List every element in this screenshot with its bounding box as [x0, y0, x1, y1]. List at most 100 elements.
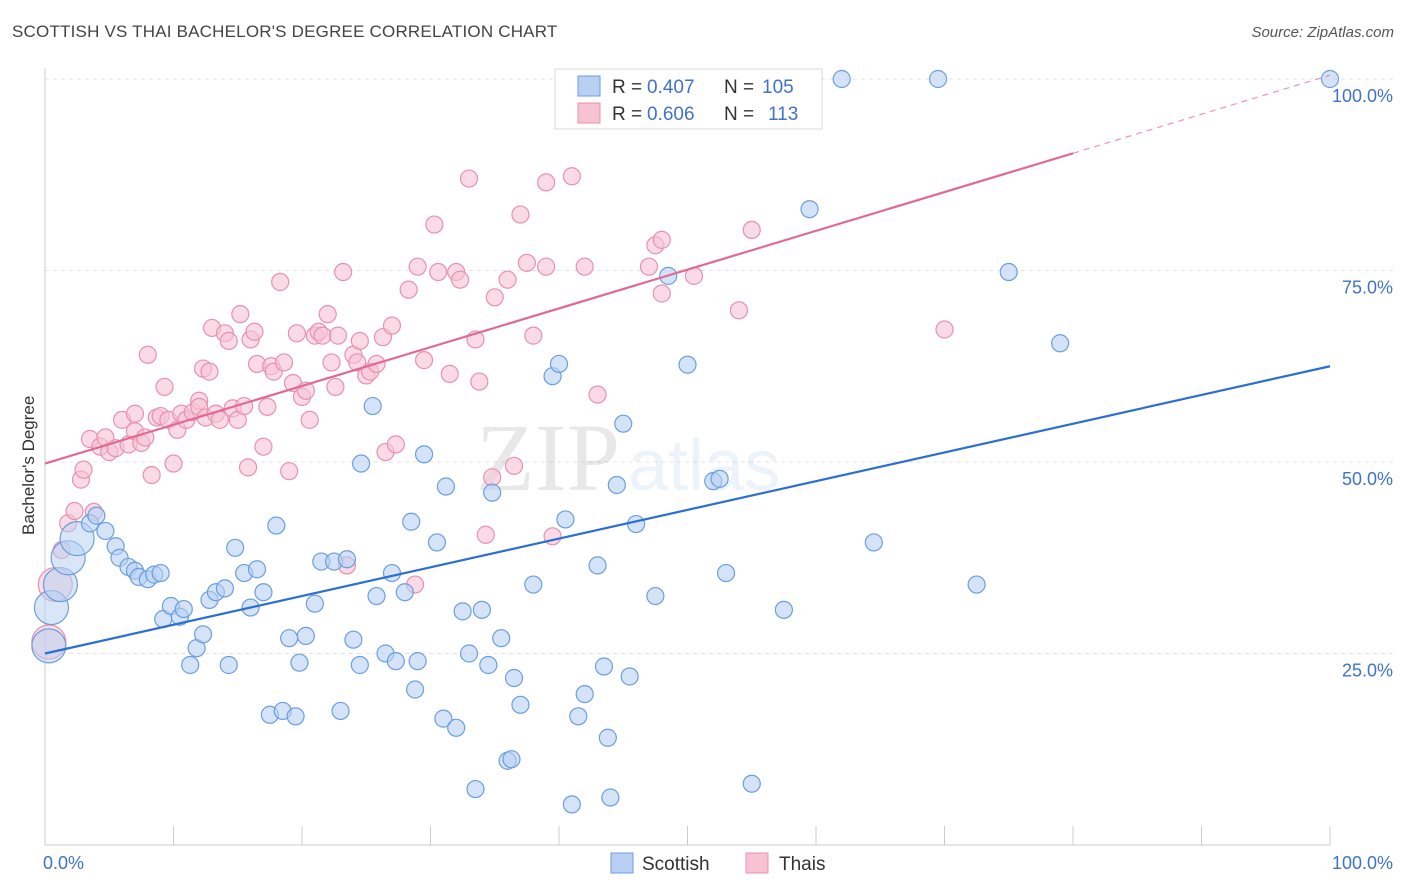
- thais-point-25: [164, 454, 183, 473]
- scottish-point-86: [626, 514, 646, 534]
- legend-swatch-thais: [577, 102, 601, 124]
- scottish-point-101: [1051, 334, 1070, 353]
- thais-point-100: [537, 257, 556, 276]
- scottish-point-66: [483, 483, 502, 502]
- scottish-point-20: [181, 655, 200, 675]
- thais-point-53: [274, 353, 294, 372]
- scottish-point-89: [678, 355, 697, 374]
- legend-swatch-scottish: [577, 75, 601, 97]
- thais-point-52: [271, 272, 290, 292]
- scottish-point-71: [511, 695, 530, 714]
- thais-point-98: [524, 326, 543, 345]
- scottish-point-39: [305, 594, 324, 613]
- thais-trend-extension: [1072, 74, 1331, 154]
- scottish-point-59: [436, 477, 456, 496]
- scottish-point-50: [382, 563, 402, 583]
- thais-point-104: [588, 385, 607, 404]
- thais-point-4: [65, 501, 84, 521]
- legend-box: R = 0.407 N = 105 R = 0.606 N = 113: [554, 68, 823, 130]
- scottish-point-78: [575, 684, 594, 704]
- scottish-point-60: [447, 718, 466, 737]
- scottish-point-42: [331, 701, 350, 721]
- thais-point-103: [575, 257, 594, 276]
- thais-point-78: [386, 435, 405, 454]
- scottish-point-67: [492, 629, 511, 648]
- legend-r-value-thais: 0.606: [647, 104, 695, 125]
- thais-point-20: [142, 465, 161, 485]
- legend-r-label-thais: R =: [612, 104, 642, 125]
- legend-n-value-scottish: 105: [762, 77, 794, 98]
- scottish-point-65: [479, 655, 498, 675]
- thais-point-49: [258, 397, 277, 416]
- scottish-point-35: [280, 629, 299, 648]
- scottish-point-6: [87, 506, 106, 525]
- scottish-point-84: [614, 414, 633, 433]
- scottish-point-27: [226, 538, 245, 557]
- bottom-legend-swatch-thais: [745, 852, 769, 874]
- scottish-point-97: [864, 533, 883, 552]
- thais-point-92: [483, 468, 502, 487]
- scottish-point-82: [601, 788, 620, 807]
- y-tick-label-2: 75.0%: [1342, 278, 1393, 298]
- legend-r-label-scottish: R =: [612, 77, 642, 98]
- thais-point-23: [155, 377, 174, 397]
- thais-point-65: [326, 377, 345, 397]
- thais-point-62: [313, 326, 332, 345]
- scottish-point-63: [466, 779, 485, 799]
- trend-lines: [44, 74, 1331, 655]
- scottish-point-48: [367, 586, 386, 606]
- thais-point-93: [485, 288, 504, 307]
- scottish-point-72: [524, 575, 543, 594]
- scottish-point-22: [193, 625, 213, 644]
- thais-point-67: [334, 262, 353, 282]
- x-tick-label-0: 0.0%: [43, 853, 84, 873]
- thais-point-54: [280, 462, 299, 481]
- scottish-point-102: [1320, 69, 1340, 89]
- thais-point-71: [350, 331, 369, 351]
- thais-point-94: [498, 270, 517, 289]
- thais-point-88: [459, 169, 479, 188]
- scottish-point-55: [408, 652, 427, 671]
- thais-point-99: [537, 173, 556, 192]
- legend-r-value-scottish: 0.407: [647, 77, 695, 98]
- y-axis-label-text: Bachelor's Degree: [19, 395, 38, 535]
- thais-point-111: [742, 220, 761, 240]
- scottish-point-30: [247, 560, 267, 579]
- scottish-point-44: [344, 630, 363, 649]
- scottish-point-19: [174, 599, 193, 619]
- scottish-point-93: [742, 774, 761, 793]
- thais-point-63: [318, 305, 337, 324]
- scottish-point-91: [710, 469, 729, 488]
- scottish-point-57: [427, 533, 447, 552]
- scottish-point-75: [556, 510, 575, 529]
- thais-point-39: [219, 331, 238, 351]
- scottish-point-15: [151, 563, 170, 583]
- legend-n-value-thais: 113: [768, 104, 798, 125]
- thais-point-79: [399, 280, 418, 299]
- thais-point-64: [322, 353, 341, 372]
- chart-title: SCOTTISH VS THAI BACHELOR'S DEGREE CORRE…: [12, 22, 558, 41]
- scottish-point-51: [386, 652, 405, 671]
- scottish-point-94: [774, 600, 793, 619]
- scottish-point-92: [716, 563, 736, 583]
- scottish-point-46: [352, 454, 371, 473]
- bottom-legend-label-scottish: Scottish: [642, 854, 710, 875]
- scottish-point-37: [290, 653, 309, 672]
- thais-point-19: [138, 345, 157, 364]
- thais-point-82: [414, 351, 434, 370]
- scottish-point-31: [254, 583, 273, 602]
- scottish-point-95: [800, 200, 819, 219]
- scottish-point-25: [215, 579, 234, 598]
- thais-point-110: [729, 301, 749, 320]
- scottish-point-33: [267, 516, 286, 535]
- scottish-point-69: [502, 750, 521, 769]
- scottish-point-53: [402, 512, 421, 531]
- scottish-point-26: [219, 655, 238, 675]
- scottish-point-47: [363, 396, 382, 416]
- thais-trend-line: [44, 152, 1074, 465]
- scottish-point-77: [569, 707, 588, 726]
- thais-point-77: [382, 316, 402, 335]
- scottish-point-76: [562, 795, 581, 814]
- thais-point-6: [74, 460, 93, 479]
- y-tick-label-0: 25.0%: [1342, 661, 1393, 681]
